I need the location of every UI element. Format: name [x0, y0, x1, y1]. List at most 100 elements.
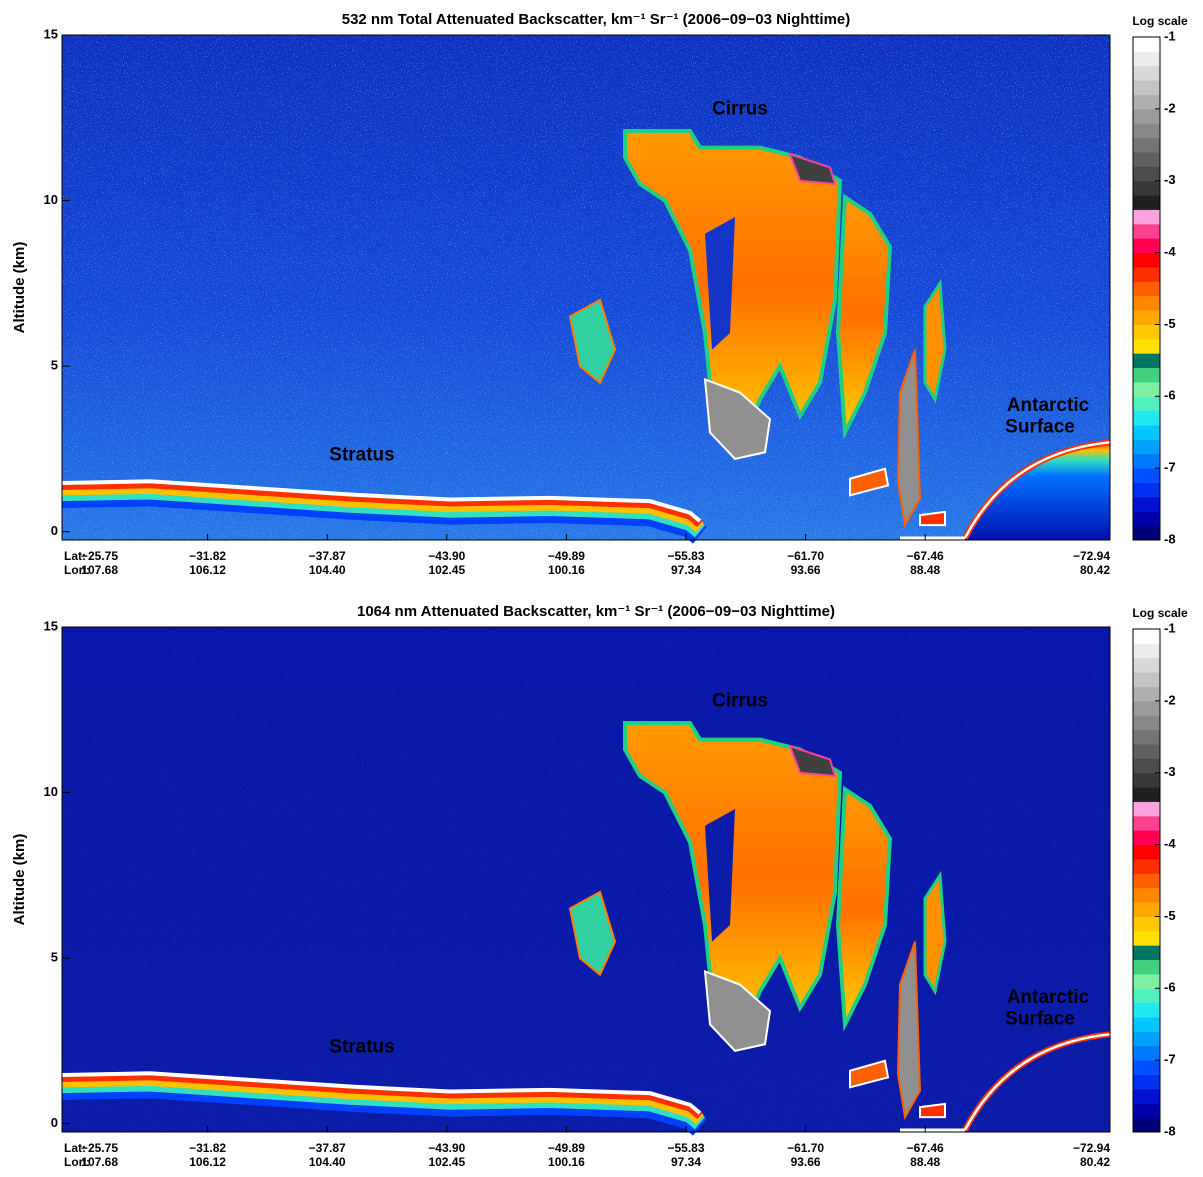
colorbar-swatch — [1133, 209, 1160, 224]
colorbar-swatch — [1133, 672, 1160, 687]
x-lon-label: 100.16 — [548, 1155, 585, 1169]
colorbar-swatch — [1133, 758, 1160, 773]
colorbar-swatch — [1133, 66, 1160, 81]
colorbar-tick-label: -2 — [1164, 100, 1176, 115]
colorbar-swatch — [1133, 511, 1160, 526]
colorbar-tick-label: -8 — [1164, 1123, 1176, 1138]
colorbar-tick-label: -4 — [1164, 244, 1176, 259]
colorbar-swatch — [1133, 37, 1160, 52]
x-lon-label: 107.68 — [81, 1155, 118, 1169]
y-axis-label: Altitude (km) — [11, 242, 28, 334]
annotation: Surface — [1005, 416, 1075, 437]
x-lon-label: 80.42 — [1080, 563, 1110, 577]
colorbar-swatch — [1133, 324, 1160, 339]
colorbar-swatch — [1133, 629, 1160, 644]
colorbar-tick-label: -8 — [1164, 531, 1176, 546]
colorbar-swatch — [1133, 801, 1160, 816]
colorbar-tick-label: -5 — [1164, 316, 1176, 331]
x-lat-label: −72.94 — [1073, 549, 1110, 563]
annotation: Antarctic — [1007, 987, 1090, 1008]
colorbar-tick-label: -3 — [1164, 172, 1176, 187]
colorbar-tick-label: -3 — [1164, 764, 1176, 779]
colorbar-swatch — [1133, 845, 1160, 860]
colorbar-swatch — [1133, 1060, 1160, 1075]
colorbar-swatch — [1133, 253, 1160, 268]
colorbar-swatch — [1133, 1003, 1160, 1018]
cloud-fragment — [920, 1104, 945, 1117]
annotation: Stratus — [329, 445, 394, 466]
chart: 532 nm Total Attenuated Backscatter, km⁻… — [0, 0, 1203, 1172]
x-lon-label: 88.48 — [910, 1155, 940, 1169]
colorbar-swatch — [1133, 658, 1160, 673]
x-lon-label: 80.42 — [1080, 1155, 1110, 1169]
colorbar-swatch — [1133, 80, 1160, 95]
colorbar-swatch — [1133, 396, 1160, 411]
x-lon-label: 107.68 — [81, 563, 118, 577]
x-lat-label: −55.83 — [667, 549, 704, 563]
y-tick-label: 15 — [44, 26, 58, 41]
x-lat-label: −43.90 — [428, 549, 465, 563]
annotation: Cirrus — [712, 691, 768, 712]
x-lat-label: −49.89 — [548, 549, 585, 563]
y-tick-label: 5 — [51, 358, 58, 373]
colorbar-swatch — [1133, 1103, 1160, 1118]
colorbar-swatch — [1133, 497, 1160, 512]
colorbar-swatch — [1133, 152, 1160, 167]
colorbar-swatch — [1133, 974, 1160, 989]
colorbar-swatch — [1133, 686, 1160, 701]
colorbar-swatch — [1133, 902, 1160, 917]
annotation: Surface — [1005, 1008, 1075, 1029]
x-lat-label: −55.83 — [667, 1141, 704, 1155]
colorbar-swatch — [1133, 816, 1160, 831]
colorbar-tick-label: -7 — [1164, 460, 1176, 475]
colorbar-swatch — [1133, 931, 1160, 946]
colorbar-swatch — [1133, 339, 1160, 354]
colorbar-swatch — [1133, 382, 1160, 397]
colorbar-swatch — [1133, 195, 1160, 210]
colorbar-swatch — [1133, 166, 1160, 181]
colorbar-swatch — [1133, 94, 1160, 109]
colorbar-swatch — [1133, 960, 1160, 975]
x-lon-label: 102.45 — [428, 1155, 465, 1169]
x-lat-label: −67.46 — [907, 1141, 944, 1155]
x-lon-label: 102.45 — [428, 563, 465, 577]
colorbar-swatch — [1133, 1118, 1160, 1133]
x-lon-label: 106.12 — [189, 1155, 226, 1169]
y-tick-label: 0 — [51, 1115, 58, 1130]
annotation: Stratus — [329, 1037, 394, 1058]
y-axis-label: Altitude (km) — [11, 834, 28, 926]
x-lat-label: −25.75 — [81, 549, 118, 563]
colorbar-swatch — [1133, 526, 1160, 541]
colorbar-tick-label: -4 — [1164, 836, 1176, 851]
colorbar-swatch — [1133, 281, 1160, 296]
y-tick-label: 5 — [51, 950, 58, 965]
x-lon-label: 104.40 — [309, 563, 346, 577]
colorbar-swatch — [1133, 830, 1160, 845]
x-lon-label: 93.66 — [791, 563, 821, 577]
colorbar-swatch — [1133, 945, 1160, 960]
colorbar-swatch — [1133, 138, 1160, 153]
colorbar-label: Log scale — [1132, 606, 1188, 620]
colorbar-swatch — [1133, 859, 1160, 874]
colorbar-swatch — [1133, 715, 1160, 730]
chart-title: 532 nm Total Attenuated Backscatter, km⁻… — [342, 11, 851, 28]
x-lat-label: −61.70 — [787, 549, 824, 563]
colorbar-swatch — [1133, 483, 1160, 498]
colorbar-swatch — [1133, 238, 1160, 253]
x-lat-label: −37.87 — [309, 1141, 346, 1155]
colorbar-swatch — [1133, 51, 1160, 66]
x-lat-label: −31.82 — [189, 1141, 226, 1155]
colorbar-swatch — [1133, 181, 1160, 196]
colorbar-swatch — [1133, 744, 1160, 759]
x-lon-label: 100.16 — [548, 563, 585, 577]
x-lon-label: 88.48 — [910, 563, 940, 577]
cloud-fragment — [920, 512, 945, 525]
x-lat-label: −25.75 — [81, 1141, 118, 1155]
colorbar-tick-label: -7 — [1164, 1052, 1176, 1067]
colorbar-swatch — [1133, 1046, 1160, 1061]
colorbar-tick-label: -1 — [1164, 620, 1176, 635]
x-lon-label: 93.66 — [791, 1155, 821, 1169]
colorbar-swatch — [1133, 454, 1160, 469]
colorbar-label: Log scale — [1132, 14, 1188, 28]
colorbar-tick-label: -6 — [1164, 980, 1176, 995]
